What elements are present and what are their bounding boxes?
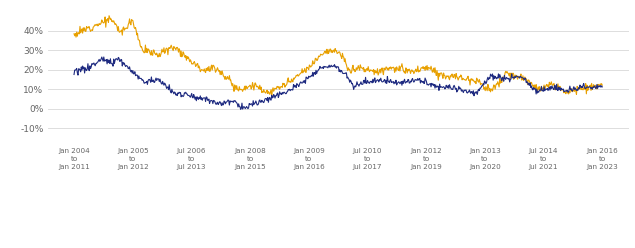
Legend: Sundaram MidCap Gr, Equity: Mid Cap: Sundaram MidCap Gr, Equity: Mid Cap — [224, 247, 452, 248]
